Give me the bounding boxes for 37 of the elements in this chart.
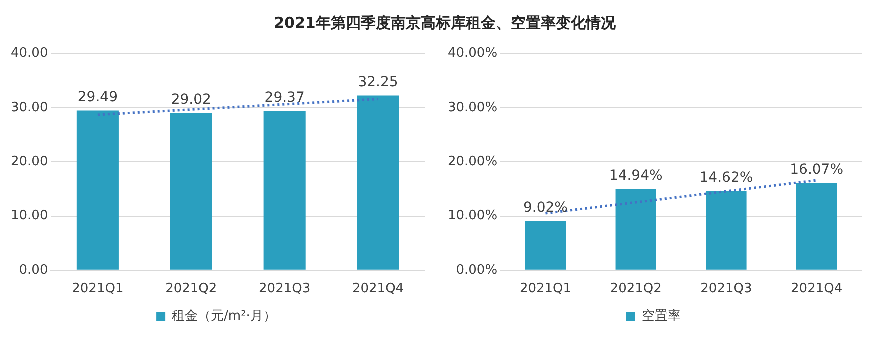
legend-label: 租金（元/m²·月） [172, 308, 276, 324]
x-tick-label: 2021Q4 [352, 282, 404, 297]
y-tick-label: 10.00 [11, 208, 48, 224]
y-tick-label: 30.00% [448, 100, 498, 116]
bar [796, 183, 838, 270]
bar [357, 96, 400, 270]
x-tick-label: 2021Q1 [72, 282, 124, 297]
x-tick-label: 2021Q1 [520, 282, 572, 297]
data-label: 14.62% [700, 170, 754, 186]
y-tick-label: 0.00% [456, 262, 498, 278]
y-tick-label: 40.00% [448, 46, 498, 62]
bar [76, 110, 119, 270]
x-tick-label: 2021Q3 [700, 282, 752, 297]
data-label: 29.02 [171, 92, 212, 108]
x-tick-label: 2021Q4 [791, 282, 843, 297]
x-tick-label: 2021Q3 [259, 282, 311, 297]
y-tick-label: 30.00 [11, 100, 48, 116]
bar [706, 191, 747, 270]
y-tick-label: 40.00 [11, 46, 48, 62]
bar [170, 113, 212, 270]
bar [616, 190, 656, 270]
x-tick-label: 2021Q2 [166, 282, 218, 297]
data-label: 9.02% [524, 200, 568, 216]
data-label: 32.25 [358, 74, 398, 90]
x-tick-label: 2021Q2 [610, 282, 662, 297]
data-label: 29.37 [264, 90, 305, 106]
chart-title: 2021年第四季度南京高标库租金、空置率变化情况 [273, 13, 617, 34]
data-label: 29.49 [78, 89, 118, 106]
bar [264, 111, 306, 270]
bar [525, 222, 566, 270]
y-tick-label: 20.00% [448, 154, 498, 170]
data-label: 14.94% [609, 168, 663, 184]
legend-label: 空置率 [642, 308, 681, 324]
y-tick-label: 20.00 [11, 154, 48, 170]
y-tick-label: 0.00 [19, 262, 48, 278]
data-label: 16.07% [790, 162, 844, 178]
y-tick-label: 10.00% [448, 208, 498, 224]
